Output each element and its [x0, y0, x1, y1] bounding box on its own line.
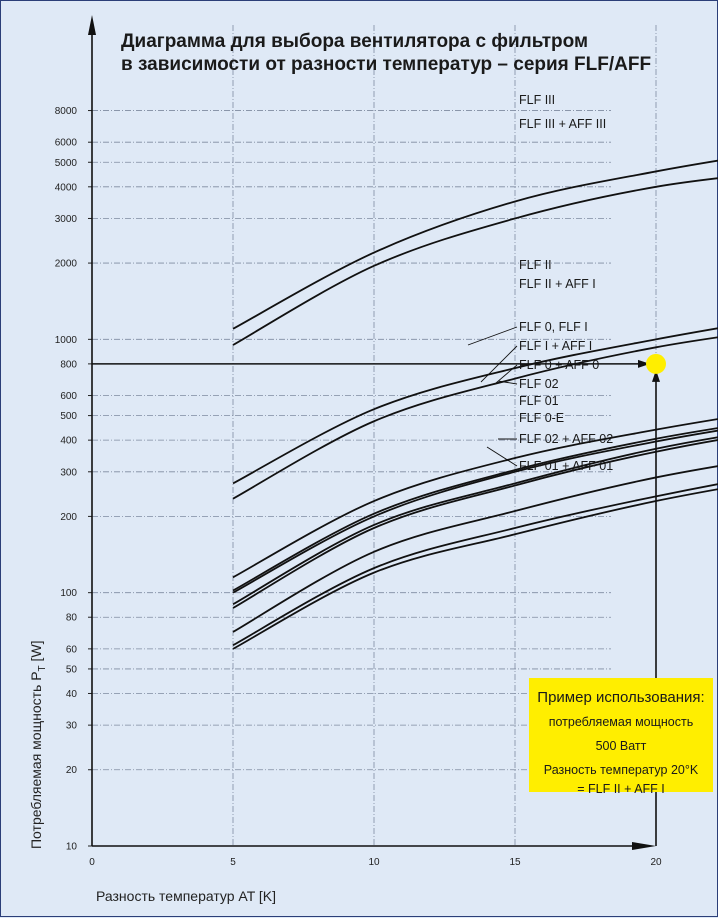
- y-tick-label: 500: [60, 411, 77, 422]
- series-label: FLF II: [519, 258, 552, 272]
- series-leader-line: [467, 326, 518, 346]
- curves-layer: [232, 159, 718, 650]
- y-tick-label: 30: [66, 721, 78, 732]
- example-box-line: Разность температур 20°K: [544, 763, 699, 777]
- series-label: FLF 01: [519, 394, 559, 408]
- axes-layer: 1020304050608010020030040050060080010002…: [55, 15, 662, 868]
- y-tick-label: 600: [60, 391, 77, 402]
- y-axis-label-unit: [W]: [28, 640, 44, 665]
- y-tick-label: 20: [66, 765, 78, 776]
- series-line: [232, 488, 718, 650]
- series-label: FLF 0 + AFF 0: [519, 358, 599, 372]
- chart-title-line-1: Диаграмма для выбора вентилятора с фильт…: [121, 31, 588, 52]
- series-line: [232, 177, 718, 346]
- y-tick-label: 10: [66, 842, 78, 853]
- text-layer: Диаграмма для выбора вентилятора с фильт…: [28, 31, 651, 904]
- series-line: [232, 418, 718, 579]
- y-tick-label: 8000: [55, 106, 78, 117]
- series-label: FLF II + AFF I: [519, 277, 596, 291]
- y-tick-label: 50: [66, 664, 78, 675]
- series-label: FLF III: [519, 93, 555, 107]
- series-line: [232, 439, 718, 609]
- x-tick-label: 0: [89, 857, 95, 868]
- series-label: FLF 0-E: [519, 411, 564, 425]
- series-line: [232, 336, 718, 500]
- y-tick-label: 400: [60, 436, 77, 447]
- chart-title-line-2: в зависимости от разности температур – с…: [121, 54, 651, 75]
- series-leader-line: [486, 446, 518, 467]
- y-axis-label-subscript: T: [37, 665, 48, 671]
- series-line: [232, 465, 718, 633]
- series-label: FLF 02: [519, 377, 559, 391]
- example-box-line: = FLF II + AFF I: [577, 782, 665, 796]
- series-label: FLF 0, FLF I: [519, 320, 588, 334]
- series-label: FLF 01 + AFF 01: [519, 459, 613, 473]
- y-tick-label: 80: [66, 613, 78, 624]
- y-tick-label: 5000: [55, 158, 78, 169]
- y-tick-label: 100: [60, 588, 77, 599]
- series-line: [232, 429, 718, 594]
- example-horizontal-arrow: [638, 359, 650, 368]
- series-line: [232, 427, 718, 592]
- x-axis-label: Разность температур AT [K]: [96, 888, 276, 904]
- x-axis-arrow: [632, 842, 656, 850]
- series-line: [232, 483, 718, 647]
- example-box: [529, 678, 713, 792]
- example-point-marker: [646, 353, 666, 374]
- y-tick-label: 6000: [55, 138, 78, 149]
- y-axis-label: Потребляемая мощность PT [W]: [28, 640, 48, 849]
- series-label: FLF 02 + AFF 02: [519, 432, 613, 446]
- y-tick-label: 2000: [55, 259, 78, 270]
- x-tick-label: 5: [230, 857, 236, 868]
- y-tick-label: 3000: [55, 214, 78, 225]
- x-tick-label: 10: [368, 857, 380, 868]
- y-axis-arrow: [88, 15, 96, 35]
- y-axis-label-main: Потребляемая мощность P: [28, 671, 44, 849]
- series-label: FLF I + AFF I: [519, 339, 592, 353]
- labels-layer: FLF III FLF III + AFF III FLF II FLF II + A…: [467, 93, 613, 473]
- series-label: FLF III + AFF III: [519, 117, 606, 131]
- series-leader-line: [495, 364, 518, 384]
- example-box-line: потребляемая мощность: [549, 715, 694, 729]
- y-tick-label: 300: [60, 467, 77, 478]
- example-vertical-arrow: [652, 369, 660, 382]
- example-box-line: Пример использования:: [537, 689, 704, 706]
- y-tick-label: 60: [66, 644, 78, 655]
- x-tick-label: 15: [509, 857, 521, 868]
- y-tick-label: 200: [60, 512, 77, 523]
- y-tick-label: 1000: [55, 335, 78, 346]
- example-box-line: 500 Ватт: [596, 739, 647, 753]
- series-line: [232, 159, 718, 330]
- y-tick-label: 800: [60, 359, 77, 370]
- y-tick-label: 40: [66, 689, 78, 700]
- example-layer: Пример использования: потребляемая мощнос…: [92, 353, 713, 846]
- series-line: [232, 436, 718, 606]
- series-leader-line: [497, 380, 518, 385]
- x-tick-label: 20: [650, 857, 662, 868]
- series-line: [232, 327, 718, 485]
- y-tick-label: 4000: [55, 182, 78, 193]
